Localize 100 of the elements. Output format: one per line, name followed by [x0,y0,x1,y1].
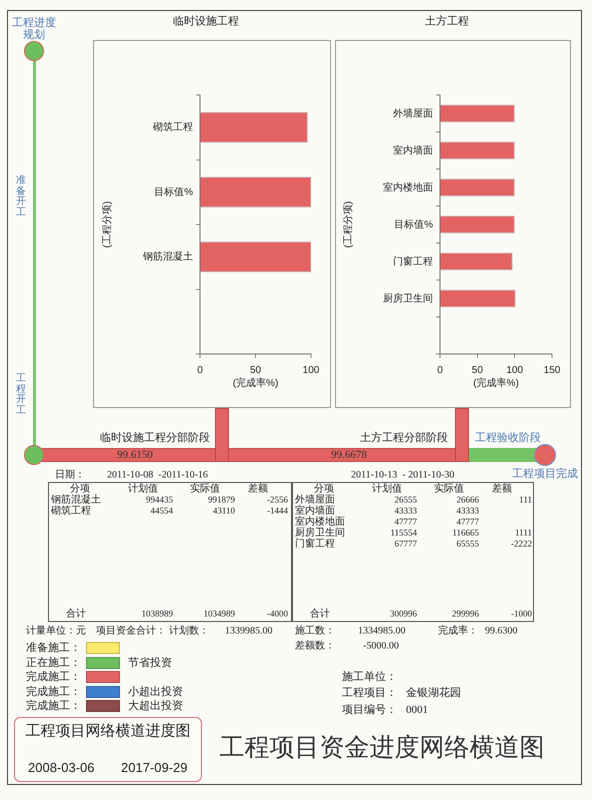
y-tick-label: 室内墙面 [393,144,433,156]
x-tick-label: 150 [544,364,561,376]
y-tick-label: 厨房卫生间 [383,292,433,304]
text: 1334985.00 [358,624,406,638]
y-tick-label: 钢筋混凝土 [142,250,193,263]
chart-title: 土方工程 [425,14,469,28]
data-label: 1038989 [142,608,173,620]
text: 2011-10-08 -2011-10-16 [107,468,208,482]
category-label: 钢筋混凝土 [51,494,101,506]
category-label: 准备施工： [26,642,81,654]
y-tick-label: 砌筑工程 [152,121,193,134]
data-label: 43333 [456,506,479,516]
text: 0001 [406,703,428,717]
text: 差额 [492,482,512,496]
text: 临时设施工程分部阶段 [100,431,210,445]
text: 2008-03-06 [28,760,94,776]
text: 工程进度规划 [11,17,57,41]
text: 工程项目资金进度网络横道图 [220,732,544,764]
text: 99.6678 [331,448,367,462]
data-label: 111 [519,494,532,506]
text: 工程项目网络横道进度图 [26,722,190,740]
category-label: 门窗工程 [295,538,335,550]
category-label: 正在施工： [26,656,81,668]
text: 金银湖花园 [406,686,461,700]
text: 99.6300 [485,624,518,638]
x-tick-label: 0 [197,364,204,376]
text: 计量单位：元 [26,624,86,638]
data-label: 299996 [452,608,479,620]
category-label: 合计 [310,608,330,620]
data-label: 26555 [394,494,417,506]
data-label: -2222 [511,538,532,550]
text: 差额数： [295,640,335,652]
data-label: 67777 [394,538,417,550]
category-label: 室内楼地面 [295,516,345,528]
data-label: 26666 [456,494,479,506]
data-label: 300996 [390,608,417,620]
data-label: 43110 [212,506,235,516]
text: 准备开工 [16,175,26,218]
text: 完成率： [438,624,478,638]
data-label: 47777 [394,516,417,528]
y-tick-label: 门窗工程 [393,255,433,268]
text: -5000.00 [363,640,399,652]
text: 计划数： [169,624,209,638]
text: 工程验收阶段 [475,431,541,445]
data-label: 116665 [452,528,479,538]
category-label: 外墙屋面 [295,494,335,506]
y-axis-title: (工程分项) [342,201,354,248]
category-label: 合计 [66,608,86,620]
text: 施工数： [295,624,335,638]
text: 2011-10-13 - 2011-10-30 [351,468,454,482]
category-label: 完成施工： [26,700,81,712]
text: 1339985.00 [225,624,272,638]
data-label: -2556 [267,494,288,506]
x-axis-title: (完成率%) [473,376,519,389]
text: 工程项目完成 [512,467,578,481]
data-label: -4000 [267,608,288,620]
data-label: 991879 [208,494,235,506]
data-label: 1034989 [204,608,235,620]
text: 工程开工 [16,373,26,416]
y-tick-label: 外墙屋面 [393,107,433,120]
category-label: 大超出投资 [128,700,183,712]
category-label: 砌筑工程 [51,506,91,516]
y-tick-label: 目标值% [154,186,194,198]
text: 日期： [55,468,85,482]
data-label: 47777 [456,516,479,528]
text: 2017-09-29 [121,760,188,776]
data-label: 115554 [390,528,417,538]
category-label: 室内墙面 [295,506,335,516]
data-label: 65555 [456,538,479,550]
text: 99.6150 [117,448,153,462]
category-label: 小超出投资 [128,686,183,698]
y-axis-title: (工程分项) [100,201,113,248]
category-label: 厨房卫生间 [295,528,345,538]
text: 土方工程分部阶段 [360,431,448,445]
y-tick-label: 室内楼地面 [383,181,433,194]
x-tick-label: 50 [250,364,262,376]
x-tick-label: 50 [472,364,484,376]
x-tick-label: 100 [302,364,320,376]
text: 施工单位： [342,670,397,684]
data-label: 1111 [515,528,532,538]
data-label: 44554 [150,506,173,516]
text: 工程项目： [342,686,397,700]
category-label: 完成施工： [26,686,81,698]
data-label: 994435 [146,494,173,506]
category-label: 节省投资 [128,656,172,668]
category-label: 完成施工： [26,671,81,683]
text: 项目资金合计： [96,624,166,638]
x-tick-label: 100 [506,364,524,376]
chart-title: 临时设施工程 [173,14,239,28]
text: 实际值 [434,482,464,496]
x-tick-label: 0 [437,364,444,376]
text: 分项 [70,482,90,494]
text: 实际值 [190,482,220,496]
data-label: 43333 [394,506,417,516]
data-label: -1000 [511,608,532,620]
text: 计划值 [372,482,402,496]
y-tick-label: 目标值% [394,218,434,230]
text: 分项 [314,482,334,494]
x-axis-title: (完成率%) [232,376,278,389]
text: 差额 [248,482,268,496]
